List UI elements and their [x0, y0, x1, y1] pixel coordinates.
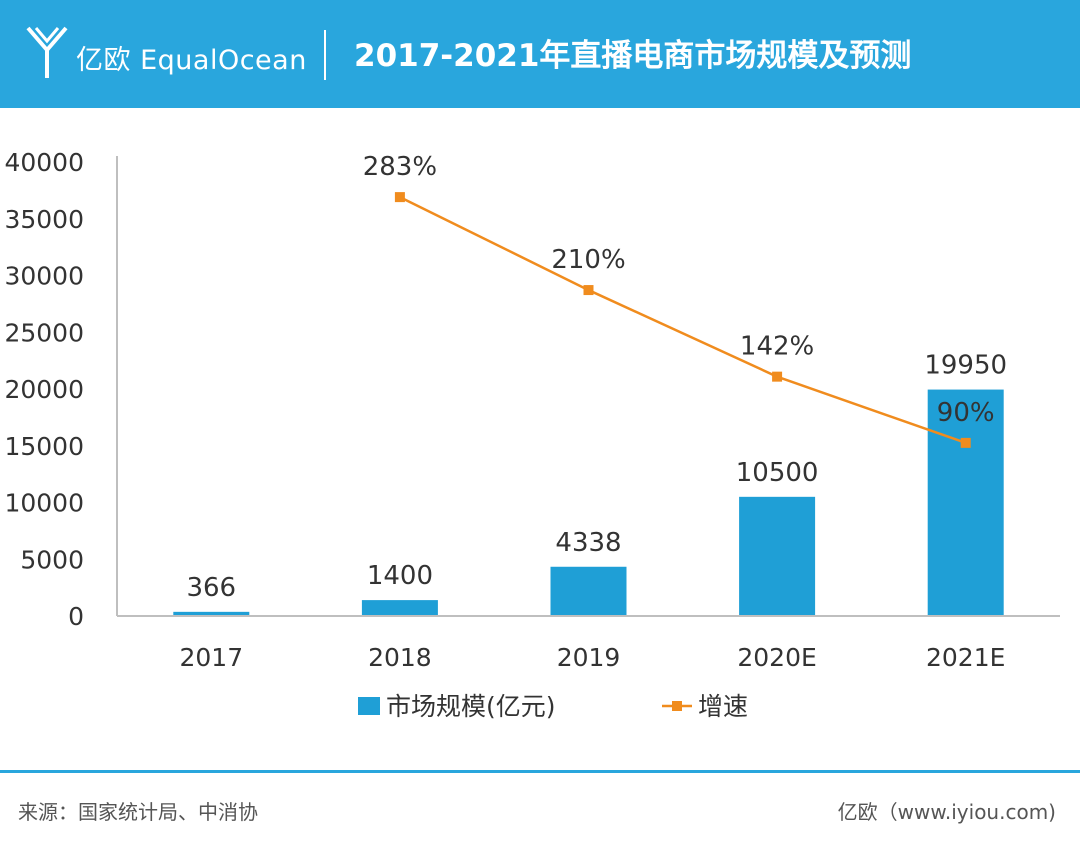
growth-point [960, 437, 971, 448]
bar-value-label: 10500 [736, 458, 819, 488]
y-tick-label: 0 [68, 602, 84, 631]
source-note: 来源：国家统计局、中消协 [18, 800, 258, 824]
growth-value-label: 90% [937, 398, 995, 428]
bar-value-label: 1400 [367, 561, 433, 591]
y-tick-label: 20000 [4, 375, 84, 404]
bar [550, 566, 627, 616]
logo-text: 亿欧 EqualOcean [76, 45, 307, 76]
chart-title: 2017-2021年直播电商市场规模及预测 [354, 38, 912, 74]
x-tick-label: 2021E [926, 643, 1005, 672]
y-tick-label: 10000 [4, 489, 84, 518]
x-tick-label: 2019 [557, 643, 621, 672]
y-tick-label: 40000 [4, 148, 84, 177]
x-tick-label: 2018 [368, 643, 432, 672]
legend-bar-label: 市场规模(亿元) [386, 692, 556, 721]
bar-value-label: 366 [186, 573, 236, 603]
legend-line-marker [672, 701, 682, 711]
legend-bar-swatch [358, 697, 380, 715]
legend: 市场规模(亿元) 增速 [358, 692, 748, 721]
credit-note: 亿欧（www.iyiou.com) [837, 800, 1056, 824]
growth-value-label: 210% [551, 245, 625, 275]
x-tick-label: 2020E [737, 643, 816, 672]
y-tick-label: 35000 [4, 205, 84, 234]
growth-point [772, 371, 783, 382]
growth-line: 283% 210% 142% 90% [363, 152, 995, 448]
growth-point [394, 192, 405, 203]
bars: 366 1400 4338 10500 19950 [173, 351, 1007, 616]
x-axis: 2017 2018 2019 2020E 2021E [117, 615, 1060, 672]
equalocean-logo: 亿欧 EqualOcean [24, 22, 324, 84]
bar [361, 600, 438, 616]
y-axis: 0 5000 10000 15000 20000 25000 30000 35000 40000 [4, 148, 118, 631]
y-tick-label: 5000 [20, 545, 84, 574]
growth-value-label: 283% [363, 152, 437, 182]
footer-divider [0, 770, 1080, 773]
growth-series-line [399, 195, 967, 445]
y-tick-label: 15000 [4, 432, 84, 461]
legend-line-label: 增速 [698, 692, 748, 721]
growth-value-label: 142% [740, 332, 814, 362]
bar-value-label: 19950 [924, 351, 1007, 381]
bar [739, 496, 816, 616]
bar [173, 611, 250, 616]
chart-area: 0 5000 10000 15000 20000 25000 30000 35000 40000… [4, 148, 1060, 721]
bar [927, 389, 1004, 616]
bar-value-label: 4338 [555, 528, 621, 558]
x-tick-label: 2017 [179, 643, 243, 672]
header-banner: 亿欧 EqualOcean 2017-2021年直播电商市场规模及预测 [0, 0, 1080, 108]
header-divider [324, 30, 326, 80]
y-tick-label: 30000 [4, 262, 84, 291]
growth-point [583, 285, 594, 296]
logo-mark-icon [26, 26, 68, 78]
y-tick-label: 25000 [4, 318, 84, 347]
